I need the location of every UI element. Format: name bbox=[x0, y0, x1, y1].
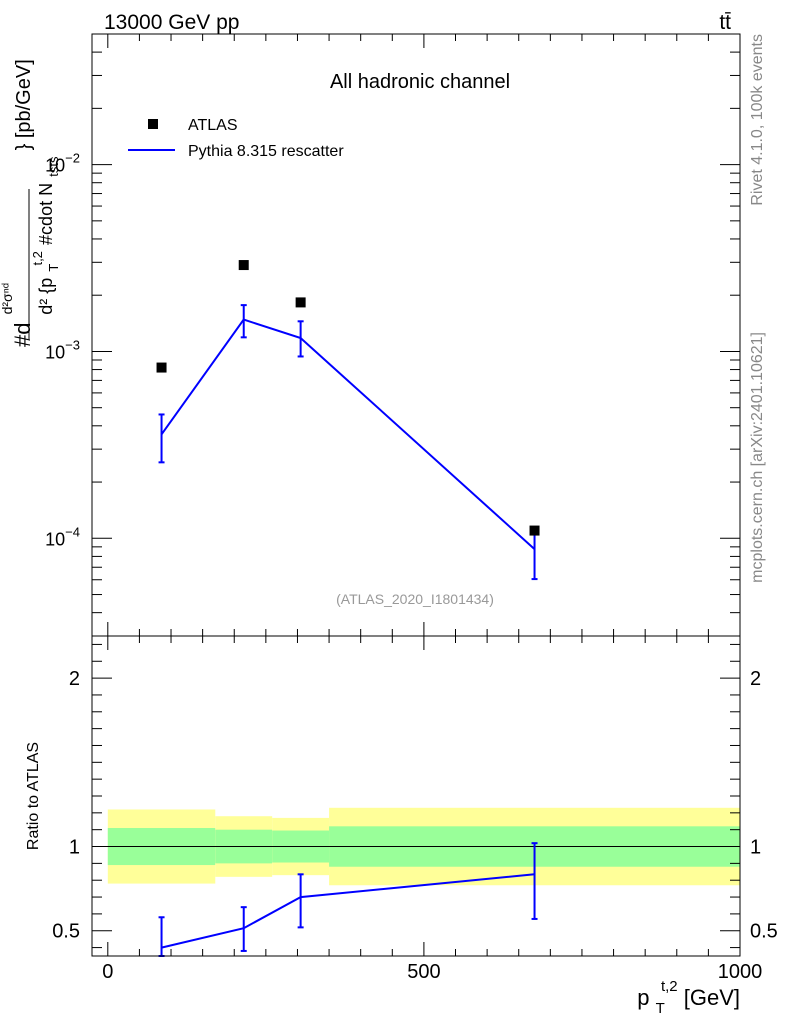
main-watermark: (ATLAS_2020_I1801434) bbox=[336, 591, 494, 607]
atlas-data-point bbox=[238, 260, 249, 271]
xlabel-units: [GeV] bbox=[684, 985, 740, 1010]
main-ytick-exp: −4 bbox=[65, 524, 80, 539]
atlas-data-point bbox=[295, 297, 306, 308]
ratio-ytick-label-right: 1 bbox=[750, 837, 761, 859]
ratio-ytick-label-left: 1 bbox=[69, 837, 80, 859]
main-ylabel: #d d²σⁿᵈ d² {p T t,2 #cdot N tsts } [pb/… bbox=[0, 59, 63, 347]
side-rivet-label: Rivet 4.1.0, 100k events bbox=[749, 34, 766, 206]
header-energy: 13000 GeV pp bbox=[104, 11, 239, 34]
xlabel-p: p bbox=[637, 985, 649, 1010]
ratio-xtick-label: 0 bbox=[102, 961, 113, 983]
xlabel-t2: t,2 bbox=[661, 978, 678, 995]
main-ytick-label: 10−4 bbox=[45, 524, 80, 549]
ratio-ytick-label-left: 0.5 bbox=[52, 921, 80, 943]
main-ytick-base: 10 bbox=[45, 342, 65, 362]
ratio-frame bbox=[91, 635, 741, 957]
ratio-ytick-label-right: 2 bbox=[750, 668, 761, 690]
ratio-ylabel: Ratio to ATLAS bbox=[25, 742, 42, 850]
ratio-tick-labels: 0.5 0.5 1 1 2 2 0 500 1000 bbox=[52, 668, 778, 983]
main-ytick-exp: −3 bbox=[65, 337, 80, 352]
ratio-mc-line bbox=[161, 873, 535, 949]
ratio-xtick-label: 500 bbox=[407, 961, 440, 983]
main-mc-line bbox=[160, 318, 536, 550]
main-title: All hadronic channel bbox=[330, 71, 510, 93]
ylabel-d: #d bbox=[10, 323, 35, 347]
ratio-xtick-label: 1000 bbox=[718, 961, 763, 983]
main-data-series bbox=[156, 260, 540, 536]
ylabel-dsigma: d²σⁿᵈ bbox=[0, 283, 15, 314]
ratio-mc-series bbox=[158, 842, 538, 957]
ratio-ticks bbox=[92, 636, 741, 956]
main-mc-series bbox=[158, 304, 538, 581]
main-ytick-base: 10 bbox=[45, 156, 65, 176]
ratio-ytick-label-left: 2 bbox=[69, 668, 80, 690]
atlas-data-point bbox=[529, 525, 540, 536]
svg-text:#d d²σⁿᵈ d² {p: #d d²σⁿᵈ d² {p T t,2 #cdot N tsts } [pb/… bbox=[0, 59, 63, 347]
main-panel: 10−210−310−4 All hadronic channel (ATLAS… bbox=[0, 33, 741, 637]
ylabel-units: } [pb/GeV] bbox=[13, 59, 35, 150]
main-ytick-label: 10−3 bbox=[45, 337, 80, 362]
legend-mc-label: Pythia 8.315 rescatter bbox=[188, 143, 344, 160]
main-ytick-exp: −2 bbox=[65, 151, 80, 166]
legend-atlas-label: ATLAS bbox=[188, 117, 238, 134]
ylabel-T: T bbox=[46, 264, 61, 272]
legend: ATLAS Pythia 8.315 rescatter bbox=[128, 117, 344, 160]
ylabel-d2p: d² {p bbox=[36, 278, 56, 315]
main-ytick-label: 10−2 bbox=[45, 151, 80, 176]
ratio-panel: 0.5 0.5 1 1 2 2 0 500 1000 Ratio to ATLAS p T t,… bbox=[25, 635, 778, 1018]
xlabel-T: T bbox=[656, 1000, 665, 1017]
atlas-data-point bbox=[156, 362, 167, 373]
main-ticks bbox=[92, 33, 741, 637]
ratio-ytick-label-right: 0.5 bbox=[750, 921, 778, 943]
main-ytick-labels: 10−210−310−4 bbox=[45, 151, 80, 550]
ratio-xlabel: p T t,2 [GeV] bbox=[637, 971, 740, 1018]
ylabel-cdot: #cdot N bbox=[36, 183, 56, 245]
legend-atlas-marker bbox=[148, 119, 158, 129]
ylabel-t2: t,2 bbox=[30, 251, 45, 265]
side-mcplots-label: mcplots.cern.ch [arXiv:2401.10621] bbox=[749, 332, 766, 583]
header-process: tt̄ bbox=[719, 11, 731, 34]
main-ytick-base: 10 bbox=[45, 529, 65, 549]
ylabel-tsts: tsts bbox=[46, 156, 61, 177]
